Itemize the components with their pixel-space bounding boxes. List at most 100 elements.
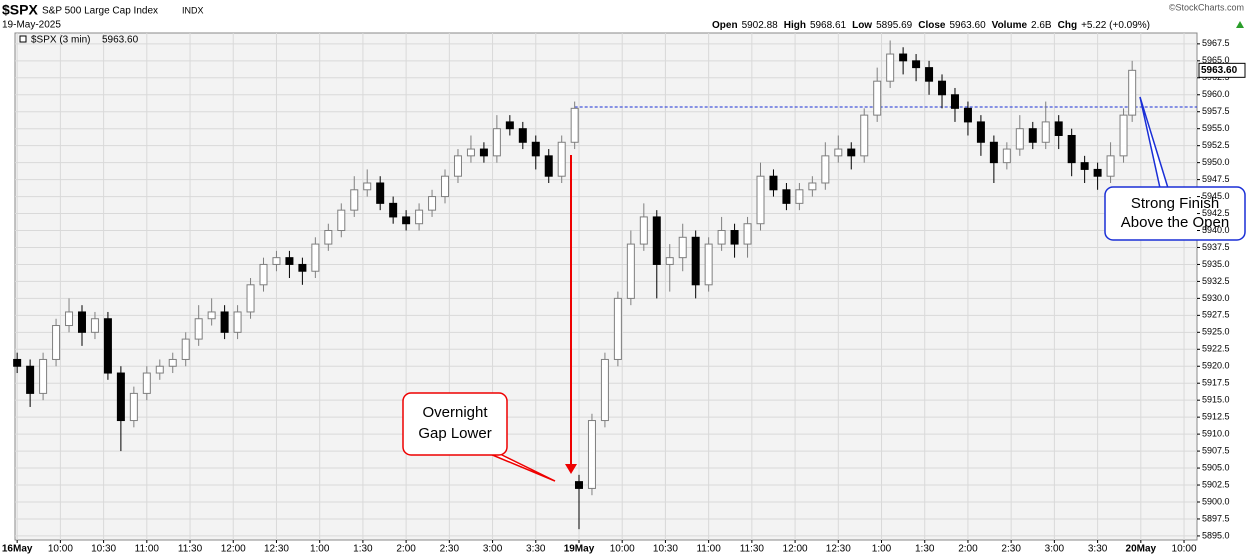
candle-body xyxy=(466,148,475,157)
callout-text: Overnight xyxy=(422,404,488,421)
y-tick-label: 5915.0 xyxy=(1202,395,1230,405)
callout-text: Strong Finish xyxy=(1131,195,1219,212)
y-tick-label: 5945.0 xyxy=(1202,191,1230,201)
candle-body xyxy=(989,141,998,164)
stat-value: 5963.60 xyxy=(949,20,986,31)
x-tick-label: 12:00 xyxy=(783,544,808,555)
candle-body xyxy=(795,189,804,204)
candle-body xyxy=(1067,134,1076,164)
y-tick-label: 5937.5 xyxy=(1202,242,1230,252)
candle-body xyxy=(337,209,346,232)
legend-last: 5963.60 xyxy=(102,35,139,46)
candle-body xyxy=(1128,69,1137,116)
x-tick-label: 3:30 xyxy=(526,544,546,555)
candle-body xyxy=(52,325,61,360)
candle-body xyxy=(963,107,972,123)
candle-body xyxy=(492,128,501,157)
symbol: $SPX xyxy=(2,2,38,18)
candle-body xyxy=(168,358,177,367)
candle-body xyxy=(743,223,752,245)
y-tick-label: 5967.5 xyxy=(1202,38,1230,48)
stat-value: 5968.61 xyxy=(810,20,847,31)
y-tick-label: 5920.0 xyxy=(1202,361,1230,371)
candle-body xyxy=(626,243,635,299)
stat-label: Close xyxy=(918,20,946,31)
candle-body xyxy=(938,80,947,96)
candle-body xyxy=(756,175,765,225)
x-tick-label: 11:00 xyxy=(135,544,160,555)
y-tick-label: 5917.5 xyxy=(1202,378,1230,388)
x-tick-label: 3:00 xyxy=(1045,544,1065,555)
x-tick-label: 12:30 xyxy=(264,544,289,555)
candle-body xyxy=(665,257,674,265)
y-tick-label: 5897.5 xyxy=(1202,513,1230,523)
stat-label: Open xyxy=(712,20,738,31)
candle-body xyxy=(194,318,203,340)
candle-body xyxy=(704,243,713,286)
x-tick-label: 10:00 xyxy=(48,544,73,555)
candle-body xyxy=(129,392,138,422)
x-tick-label: 12:00 xyxy=(221,544,246,555)
legend-series: $SPX (3 min) xyxy=(31,35,90,46)
candle-body xyxy=(1054,121,1063,136)
callout-text: Above the Open xyxy=(1121,214,1229,231)
y-tick-label: 5905.0 xyxy=(1202,462,1230,472)
candle-body xyxy=(285,257,294,265)
y-tick-label: 5947.5 xyxy=(1202,174,1230,184)
candle-body xyxy=(65,311,74,327)
grid xyxy=(15,33,1197,540)
x-tick-label: 10:30 xyxy=(653,544,678,555)
gap-arrow-head xyxy=(565,464,577,474)
stats: Open 5902.88 High 5968.61 Low 5895.69 Close 596… xyxy=(712,20,1150,31)
x-tick-label: 1:30 xyxy=(353,544,373,555)
candle-body xyxy=(298,263,307,272)
plot-area xyxy=(14,32,1198,541)
stat-value: 2.6B xyxy=(1031,20,1052,31)
candle-body xyxy=(116,372,125,422)
x-tick-label: 11:30 xyxy=(740,544,765,555)
candle-body xyxy=(220,311,229,333)
candle-body xyxy=(324,230,333,245)
candle-body xyxy=(834,148,843,157)
candle-body xyxy=(613,297,622,360)
candle-body xyxy=(860,114,869,157)
y-tick-label: 5895.0 xyxy=(1202,530,1230,540)
x-tick-label: 12:30 xyxy=(826,544,851,555)
candle-body xyxy=(350,189,359,211)
candle-body xyxy=(912,60,921,69)
candle-body xyxy=(1080,162,1089,170)
x-tick-label: 3:00 xyxy=(483,544,503,555)
candle-body xyxy=(1106,155,1115,177)
y-tick-label: 5942.5 xyxy=(1202,208,1230,218)
y-tick-label: 5965.0 xyxy=(1202,55,1230,65)
x-tick-label: 19May xyxy=(564,544,595,555)
y-tick-label: 5907.5 xyxy=(1202,445,1230,455)
x-tick-label: 11:00 xyxy=(696,544,721,555)
candle-body xyxy=(518,128,527,143)
y-tick-label: 5955.0 xyxy=(1202,123,1230,133)
stat-value: +5.22 (+0.09%) xyxy=(1081,20,1150,31)
candle-body xyxy=(1119,114,1128,157)
x-tick-label: 2:30 xyxy=(440,544,460,555)
x-tick-label: 1:00 xyxy=(310,544,330,555)
last-price-label: 5963.60 xyxy=(1201,65,1238,76)
y-tick-label: 5925.0 xyxy=(1202,327,1230,337)
stat-value: 5895.69 xyxy=(876,20,913,31)
candle-body xyxy=(1028,128,1037,143)
candle-body xyxy=(311,243,320,272)
x-tick-label: 1:00 xyxy=(872,544,892,555)
up-arrow xyxy=(1236,21,1244,28)
candle-body xyxy=(873,80,882,116)
candle-body xyxy=(428,196,437,211)
candle-body xyxy=(415,209,424,225)
x-tick-label: 1:30 xyxy=(915,544,935,555)
candle-body xyxy=(103,318,112,374)
candle-body xyxy=(821,155,830,184)
x-tick-label: 2:00 xyxy=(958,544,978,555)
candle-body xyxy=(730,230,739,245)
y-tick-label: 5952.5 xyxy=(1202,140,1230,150)
x-tick-label: 2:30 xyxy=(1001,544,1021,555)
y-tick-label: 5940.0 xyxy=(1202,225,1230,235)
candle-body xyxy=(142,372,151,394)
